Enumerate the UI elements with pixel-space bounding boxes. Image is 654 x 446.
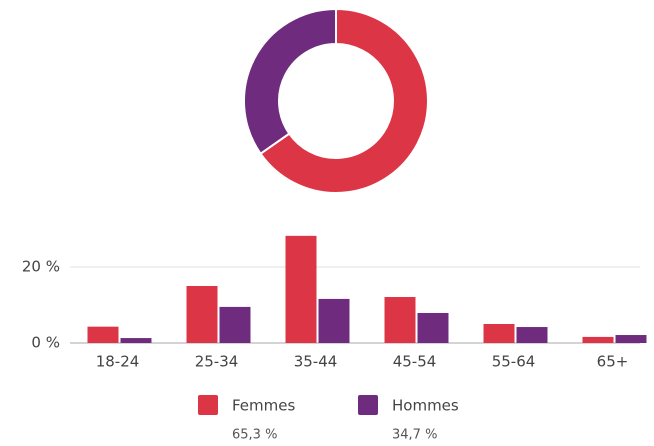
- x-tick-label: 18-24: [96, 353, 140, 371]
- x-tick-label: 25-34: [195, 353, 239, 371]
- donut-slice: [259, 7, 429, 194]
- bar: [483, 324, 515, 343]
- legend-label: Hommes: [392, 397, 459, 415]
- x-tick-label: 55-64: [492, 353, 536, 371]
- bar: [318, 298, 350, 343]
- bar: [417, 312, 449, 343]
- legend-swatch: [358, 395, 378, 415]
- bar: [615, 335, 647, 343]
- bar: [285, 235, 317, 343]
- x-tick-label: 45-54: [393, 353, 437, 371]
- bar: [219, 306, 251, 343]
- bar: [120, 338, 152, 343]
- legend-value: 65,3 %: [232, 428, 277, 443]
- bar: [516, 327, 548, 343]
- legend-label: Femmes: [232, 397, 295, 415]
- donut-slice: [243, 7, 337, 156]
- y-tick-label: 20 %: [22, 258, 60, 276]
- bar: [87, 326, 119, 343]
- bar: [384, 297, 416, 343]
- y-tick-label: 0 %: [31, 334, 60, 352]
- legend-value: 34,7 %: [392, 428, 437, 443]
- bar: [186, 286, 218, 343]
- x-tick-label: 65+: [597, 353, 629, 371]
- x-tick-label: 35-44: [294, 353, 338, 371]
- legend-swatch: [198, 395, 218, 415]
- bar: [582, 336, 614, 343]
